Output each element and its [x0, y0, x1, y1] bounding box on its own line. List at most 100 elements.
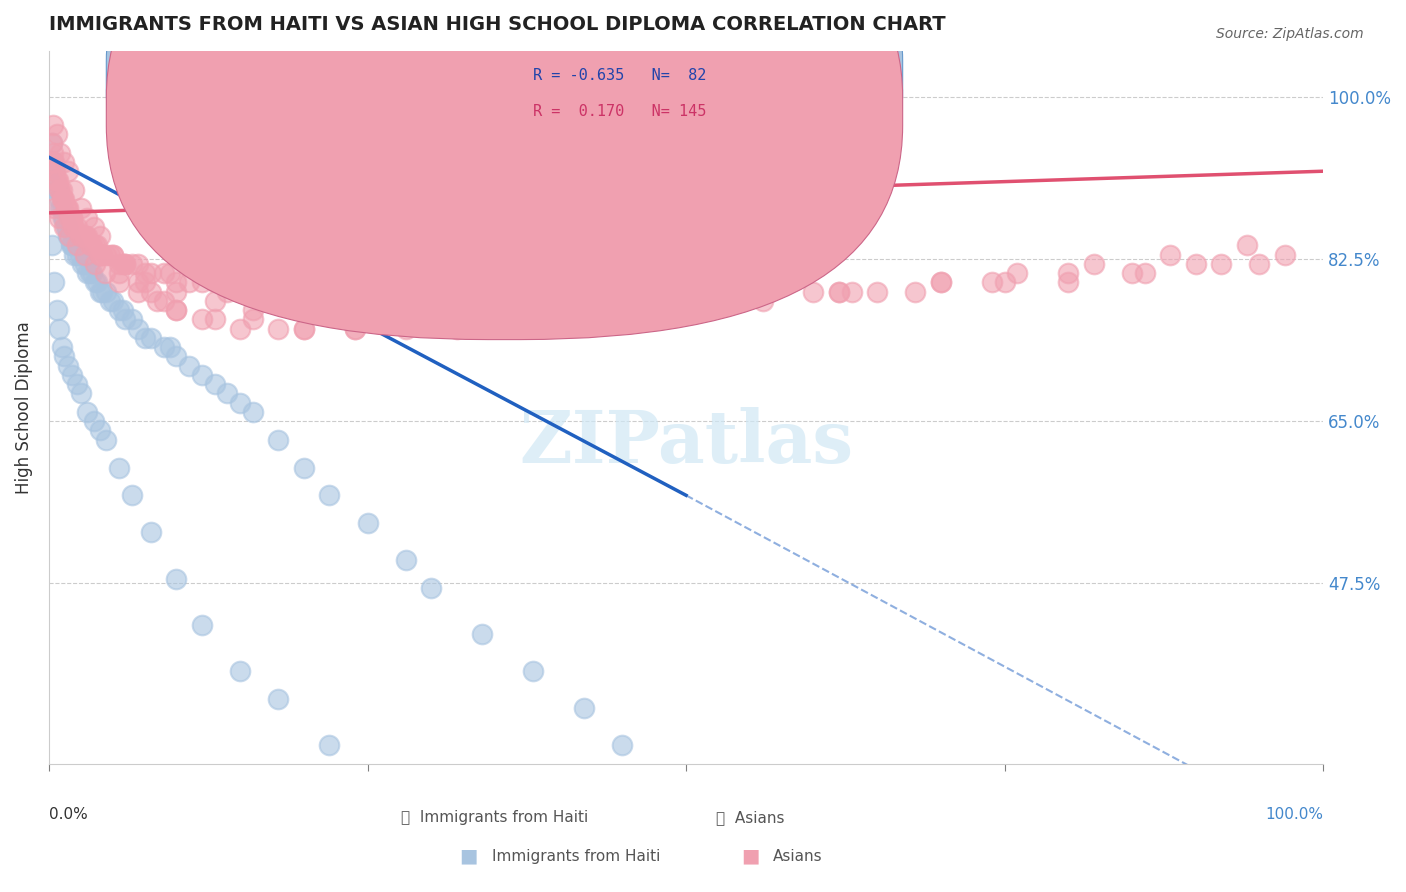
Point — [1133, 266, 1156, 280]
Point — [343, 321, 366, 335]
Point — [76, 405, 98, 419]
Point — [318, 488, 340, 502]
Point — [53, 211, 76, 225]
Point — [70, 257, 93, 271]
Point — [292, 321, 315, 335]
Point — [108, 276, 131, 290]
Point — [165, 572, 187, 586]
Point — [612, 303, 634, 318]
Point — [69, 201, 91, 215]
Point — [51, 201, 73, 215]
Point — [572, 303, 595, 318]
Point — [53, 219, 76, 234]
Point — [572, 293, 595, 308]
Point — [83, 257, 105, 271]
Point — [121, 257, 143, 271]
Point — [994, 276, 1017, 290]
Point — [58, 211, 80, 225]
Point — [59, 211, 82, 225]
Point — [675, 293, 697, 308]
Point — [49, 183, 72, 197]
Point — [179, 359, 201, 373]
Point — [700, 293, 723, 308]
Point — [159, 266, 181, 280]
Point — [267, 321, 290, 335]
Point — [56, 219, 79, 234]
Point — [73, 229, 96, 244]
Point — [368, 303, 391, 318]
Point — [89, 229, 111, 244]
Point — [94, 266, 117, 280]
Point — [56, 164, 79, 178]
Point — [44, 164, 66, 178]
Point — [356, 516, 378, 530]
Point — [63, 247, 86, 261]
Point — [82, 266, 104, 280]
Point — [229, 395, 252, 409]
Point — [96, 285, 118, 299]
Point — [127, 321, 149, 335]
Point — [52, 192, 75, 206]
FancyBboxPatch shape — [107, 0, 903, 304]
Point — [134, 276, 156, 290]
Point — [522, 293, 544, 308]
Point — [56, 359, 79, 373]
Point — [48, 183, 70, 197]
Point — [66, 247, 89, 261]
Point — [66, 219, 89, 234]
Point — [395, 321, 418, 335]
Point — [522, 303, 544, 318]
Point — [48, 211, 70, 225]
Point — [159, 340, 181, 354]
Text: ⬜  Immigrants from Haiti: ⬜ Immigrants from Haiti — [401, 810, 589, 825]
Point — [108, 266, 131, 280]
Point — [56, 201, 79, 215]
FancyBboxPatch shape — [107, 0, 903, 340]
Point — [146, 293, 169, 308]
Point — [841, 285, 863, 299]
Point — [69, 229, 91, 244]
Point — [471, 293, 494, 308]
Point — [42, 164, 65, 178]
Point — [108, 257, 131, 271]
Point — [66, 238, 89, 252]
Point — [58, 229, 80, 244]
Point — [165, 303, 187, 318]
Point — [458, 303, 481, 318]
Text: 0.0%: 0.0% — [49, 806, 87, 822]
Point — [82, 238, 104, 252]
Text: R = -0.635   N=  82: R = -0.635 N= 82 — [533, 69, 707, 83]
Point — [42, 201, 65, 215]
Text: ZIPatlas: ZIPatlas — [519, 408, 853, 478]
Point — [114, 312, 136, 326]
Point — [165, 303, 187, 318]
Point — [471, 627, 494, 641]
Point — [229, 285, 252, 299]
Point — [58, 229, 80, 244]
Point — [48, 192, 70, 206]
Point — [446, 321, 468, 335]
Point — [53, 155, 76, 169]
Point — [152, 340, 174, 354]
Point — [1057, 276, 1080, 290]
Point — [55, 201, 77, 215]
Point — [420, 581, 443, 595]
Point — [980, 276, 1002, 290]
Point — [738, 285, 761, 299]
Point — [89, 285, 111, 299]
Point — [101, 247, 124, 261]
Point — [86, 276, 108, 290]
Point — [46, 183, 69, 197]
Point — [49, 201, 72, 215]
Point — [292, 285, 315, 299]
Point — [1249, 257, 1271, 271]
Point — [83, 238, 105, 252]
Point — [121, 312, 143, 326]
Point — [83, 414, 105, 428]
Point — [42, 155, 65, 169]
Point — [60, 238, 83, 252]
Point — [242, 285, 264, 299]
Point — [751, 293, 773, 308]
Text: ■: ■ — [741, 847, 759, 866]
Point — [1184, 257, 1206, 271]
